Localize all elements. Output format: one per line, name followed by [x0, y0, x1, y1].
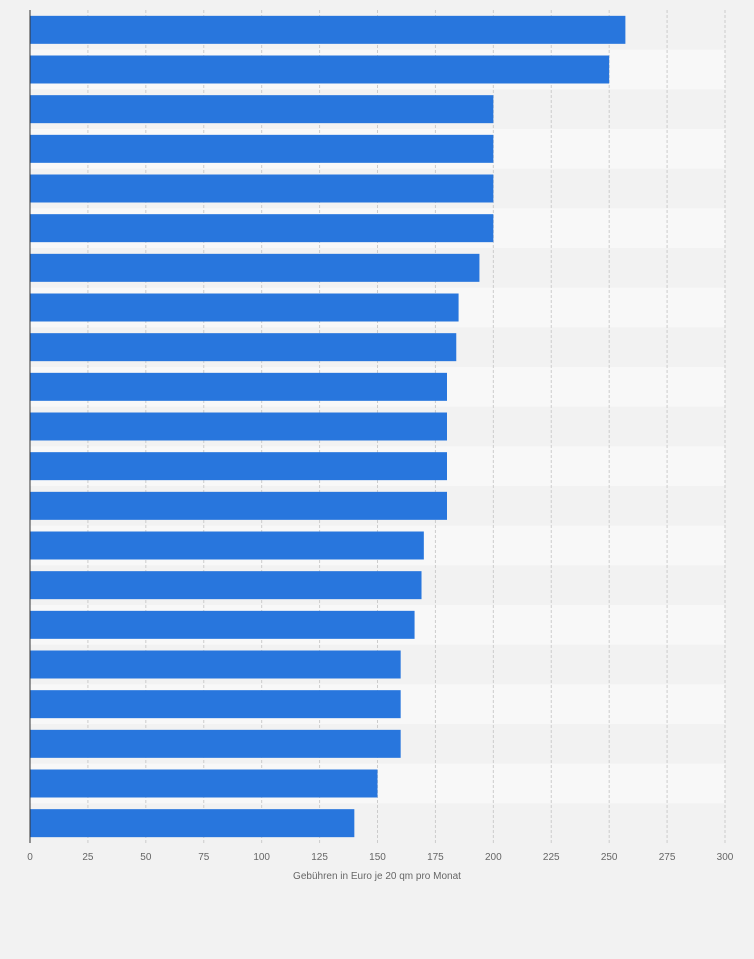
bar: [30, 531, 424, 560]
x-tick-label: 200: [485, 852, 502, 863]
bar: [30, 452, 447, 481]
x-tick-label: 75: [198, 852, 210, 863]
x-tick-label: 50: [140, 852, 152, 863]
bar: [30, 134, 494, 163]
x-tick-label: 125: [311, 852, 328, 863]
bar: [30, 55, 610, 84]
bar: [30, 15, 626, 44]
bar: [30, 610, 415, 639]
bar: [30, 491, 447, 520]
bar: [30, 571, 422, 600]
x-tick-label: 150: [369, 852, 386, 863]
x-tick-label: 25: [82, 852, 94, 863]
x-tick-label: 100: [253, 852, 270, 863]
x-tick-label: 250: [601, 852, 618, 863]
bar: [30, 729, 401, 758]
bar: [30, 650, 401, 679]
bar: [30, 412, 447, 441]
bar: [30, 253, 480, 282]
bar: [30, 809, 355, 838]
bar: [30, 174, 494, 203]
bar: [30, 769, 378, 798]
x-tick-label: 175: [427, 852, 444, 863]
x-tick-label: 225: [543, 852, 560, 863]
x-axis-title: Gebühren in Euro je 20 qm pro Monat: [293, 871, 461, 882]
bar: [30, 214, 494, 243]
x-axis-ticks: 0 25 50 75 100 125 150 175 200 225 250 275 300: [27, 852, 734, 863]
bar: [30, 372, 447, 401]
bar: [30, 293, 459, 322]
bar: [30, 95, 494, 124]
bars: [30, 15, 626, 838]
x-tick-label: 300: [717, 852, 734, 863]
x-tick-label: 0: [27, 852, 33, 863]
bar: [30, 333, 457, 362]
x-tick-label: 275: [659, 852, 676, 863]
bar: [30, 690, 401, 719]
